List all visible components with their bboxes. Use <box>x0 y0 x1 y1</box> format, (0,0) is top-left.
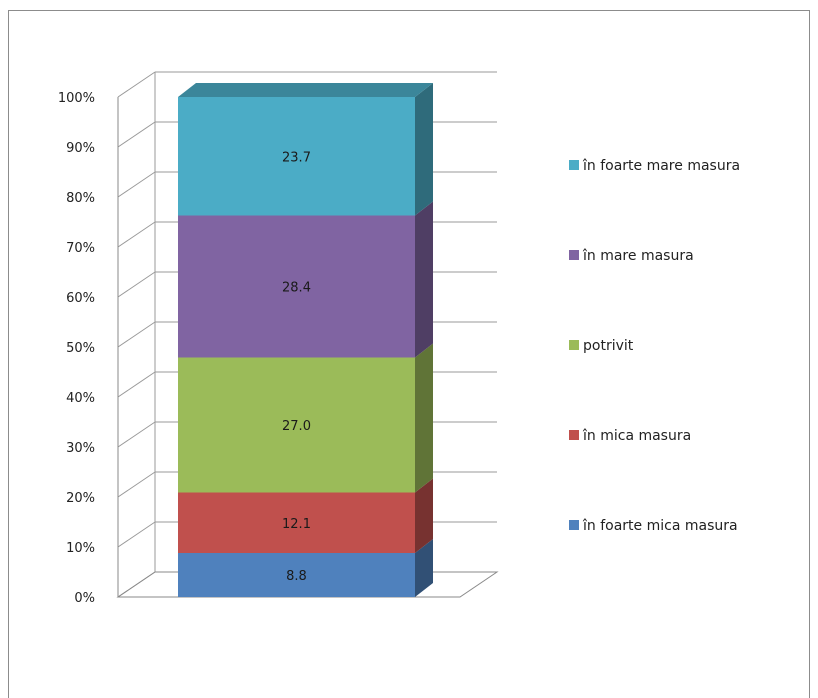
bar-segment <box>178 553 415 597</box>
bar-segment-side <box>415 478 433 553</box>
bar-segment <box>178 357 415 493</box>
bar-segment <box>178 97 415 216</box>
gridline-side <box>117 321 156 348</box>
bar-segment-side <box>415 201 433 358</box>
y-tick-label: 0% <box>74 591 95 606</box>
gridline-side <box>117 421 156 448</box>
y-tick-label: 10% <box>66 541 95 556</box>
y-tick-label: 50% <box>66 341 95 356</box>
legend-label: în foarte mica masura <box>582 518 738 534</box>
bar-segment-side <box>415 83 433 216</box>
gridline-side <box>117 221 156 248</box>
y-tick-label: 80% <box>66 191 95 206</box>
gridline-side <box>117 371 156 398</box>
legend-label: potrivit <box>583 338 634 354</box>
data-label: 8.8 <box>286 569 307 584</box>
legend-swatch <box>569 430 579 440</box>
y-tick-label: 60% <box>66 291 95 306</box>
bar-segment-side <box>415 343 433 493</box>
y-tick-label: 40% <box>66 391 95 406</box>
gridline-side <box>117 471 156 498</box>
legend-label: în foarte mare masura <box>582 158 740 174</box>
data-label: 23.7 <box>282 150 311 165</box>
bar-segment-side <box>415 539 433 597</box>
gridline-side <box>117 271 156 298</box>
legend-swatch <box>569 520 579 530</box>
y-tick-label: 30% <box>66 441 95 456</box>
legend-swatch <box>569 340 579 350</box>
y-tick-label: 90% <box>66 141 95 156</box>
legend-label: în mica masura <box>582 428 691 444</box>
gridline-side <box>117 521 156 548</box>
legend-swatch <box>569 160 579 170</box>
y-tick-label: 100% <box>58 91 95 106</box>
data-label: 27.0 <box>282 419 311 434</box>
bar-segment <box>178 492 415 553</box>
y-tick-label: 70% <box>66 241 95 256</box>
bar-top-face <box>178 83 433 97</box>
data-label: 12.1 <box>282 517 311 532</box>
legend-swatch <box>569 250 579 260</box>
legend-label: în mare masura <box>582 248 694 264</box>
gridline-side <box>117 71 156 98</box>
gridline-side <box>117 171 156 198</box>
bar-segment <box>178 215 415 358</box>
gridline-side <box>117 121 156 148</box>
data-label: 28.4 <box>282 281 311 296</box>
y-tick-label: 20% <box>66 491 95 506</box>
